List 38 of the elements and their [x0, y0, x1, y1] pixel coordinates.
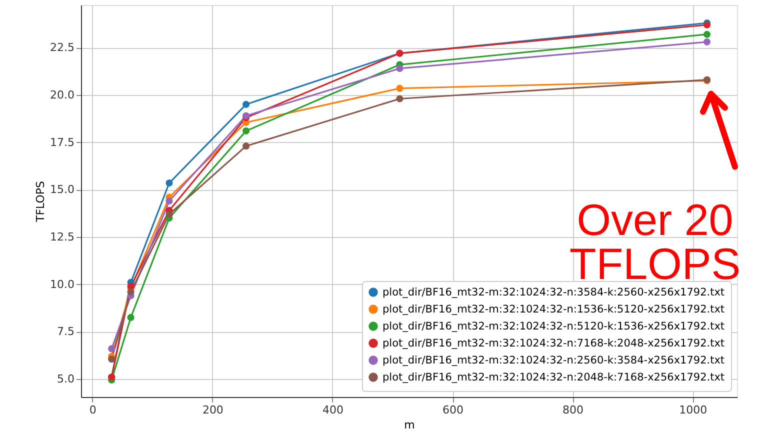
point: [396, 84, 404, 92]
y-tick-label: 22.5: [50, 41, 74, 54]
point: [166, 197, 173, 205]
y-tick-label: 17.5: [50, 136, 74, 149]
point: [242, 100, 250, 108]
point: [242, 127, 250, 134]
point: [108, 356, 116, 363]
point: [108, 345, 116, 352]
point: [703, 38, 711, 46]
x-tick-label: 600: [442, 404, 464, 416]
point: [166, 179, 173, 187]
x-tick-label: 0: [89, 404, 96, 416]
annotation: Over 20 TFLOPS: [569, 196, 741, 289]
legend-label: plot_dir/BF16_mt32-m:32:1024:32-n:1536-k:5120-x256x1792.txt: [382, 303, 725, 316]
y-tick-label: 20.0: [50, 88, 74, 102]
point: [166, 210, 173, 218]
y-tick-label: 7.5: [57, 325, 74, 338]
y-tick-label: 15.0: [50, 183, 74, 196]
legend-label: plot_dir/BF16_mt32-m:32:1024:32-n:2560-k:3584-x256x1792.txt: [382, 354, 725, 366]
x-tick-label: 400: [322, 404, 344, 416]
point: [703, 30, 711, 38]
point: [127, 314, 134, 321]
point: [396, 64, 404, 72]
point: [396, 95, 404, 102]
legend-label: plot_dir/BF16_mt32-m:32:1024:32-n:3584-k:2560-x256x1792.txt: [382, 286, 725, 298]
y-tick-label: 10.0: [50, 278, 74, 291]
x-tick-label: 1000: [679, 404, 708, 416]
y-tick-label: 12.5: [50, 230, 74, 244]
y-tick-label: 5.0: [57, 372, 74, 386]
x-axis-title: m: [404, 418, 415, 432]
legend-label: plot_dir/BF16_mt32-m:32:1024:32-n:2048-k:7168-x256x1792.txt: [382, 371, 725, 384]
point: [127, 288, 134, 296]
legend-label: plot_dir/BF16_mt32-m:32:1024:32-n:5120-k:1536-x256x1792.txt: [382, 320, 725, 332]
x-tick-label: 200: [202, 404, 224, 416]
point: [242, 142, 250, 150]
legend-label: plot_dir/BF16_mt32-m:32:1024:32-n:7168-k:2048-x256x1792.txt: [382, 337, 725, 350]
y-axis-title: TFLOPS: [34, 180, 48, 224]
x-tick-label: 800: [562, 404, 584, 416]
